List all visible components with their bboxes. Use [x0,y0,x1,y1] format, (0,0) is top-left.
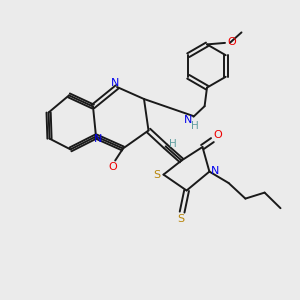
Text: O: O [227,37,236,47]
Text: N: N [211,166,219,176]
Text: N: N [184,115,192,125]
Text: S: S [153,170,161,180]
Text: O: O [213,130,222,140]
Text: S: S [177,214,184,224]
Text: H: H [191,121,199,131]
Text: H: H [169,139,177,149]
Text: O: O [109,162,118,172]
Text: N: N [111,78,119,88]
Text: N: N [94,134,102,145]
